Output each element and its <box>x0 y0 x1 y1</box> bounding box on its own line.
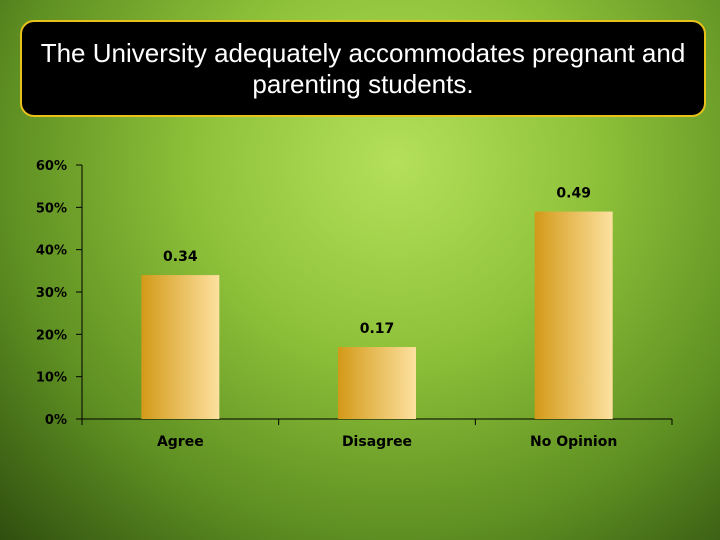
y-tick-label: 60% <box>36 159 67 174</box>
y-tick-label: 0% <box>45 413 67 428</box>
y-tick-label: 10% <box>36 371 67 386</box>
x-tick-label: Disagree <box>342 434 412 450</box>
bar-disagree <box>338 347 416 419</box>
chart-title: The University adequately accommodates p… <box>40 37 686 99</box>
chart-axes: 0% 10% 20% 30% 40% 50% 60% <box>36 159 673 428</box>
y-tick-label: 50% <box>36 201 67 216</box>
x-tick-label: No Opinion <box>530 434 617 450</box>
y-tick-label: 30% <box>36 286 67 301</box>
y-tick-label: 20% <box>36 328 67 343</box>
chart-bars <box>141 211 613 419</box>
data-label: 0.17 <box>360 321 395 337</box>
data-label: 0.49 <box>556 186 591 202</box>
y-tick-label: 40% <box>36 244 67 259</box>
bar-agree <box>141 275 220 419</box>
title-box: The University adequately accommodates p… <box>20 20 706 117</box>
data-label: 0.34 <box>163 249 198 265</box>
chart-labels: 0.34 Agree 0.17 Disagree 0.49 No Opinion <box>157 186 617 450</box>
bar-no-opinion <box>534 211 613 419</box>
x-tick-label: Agree <box>157 434 204 450</box>
